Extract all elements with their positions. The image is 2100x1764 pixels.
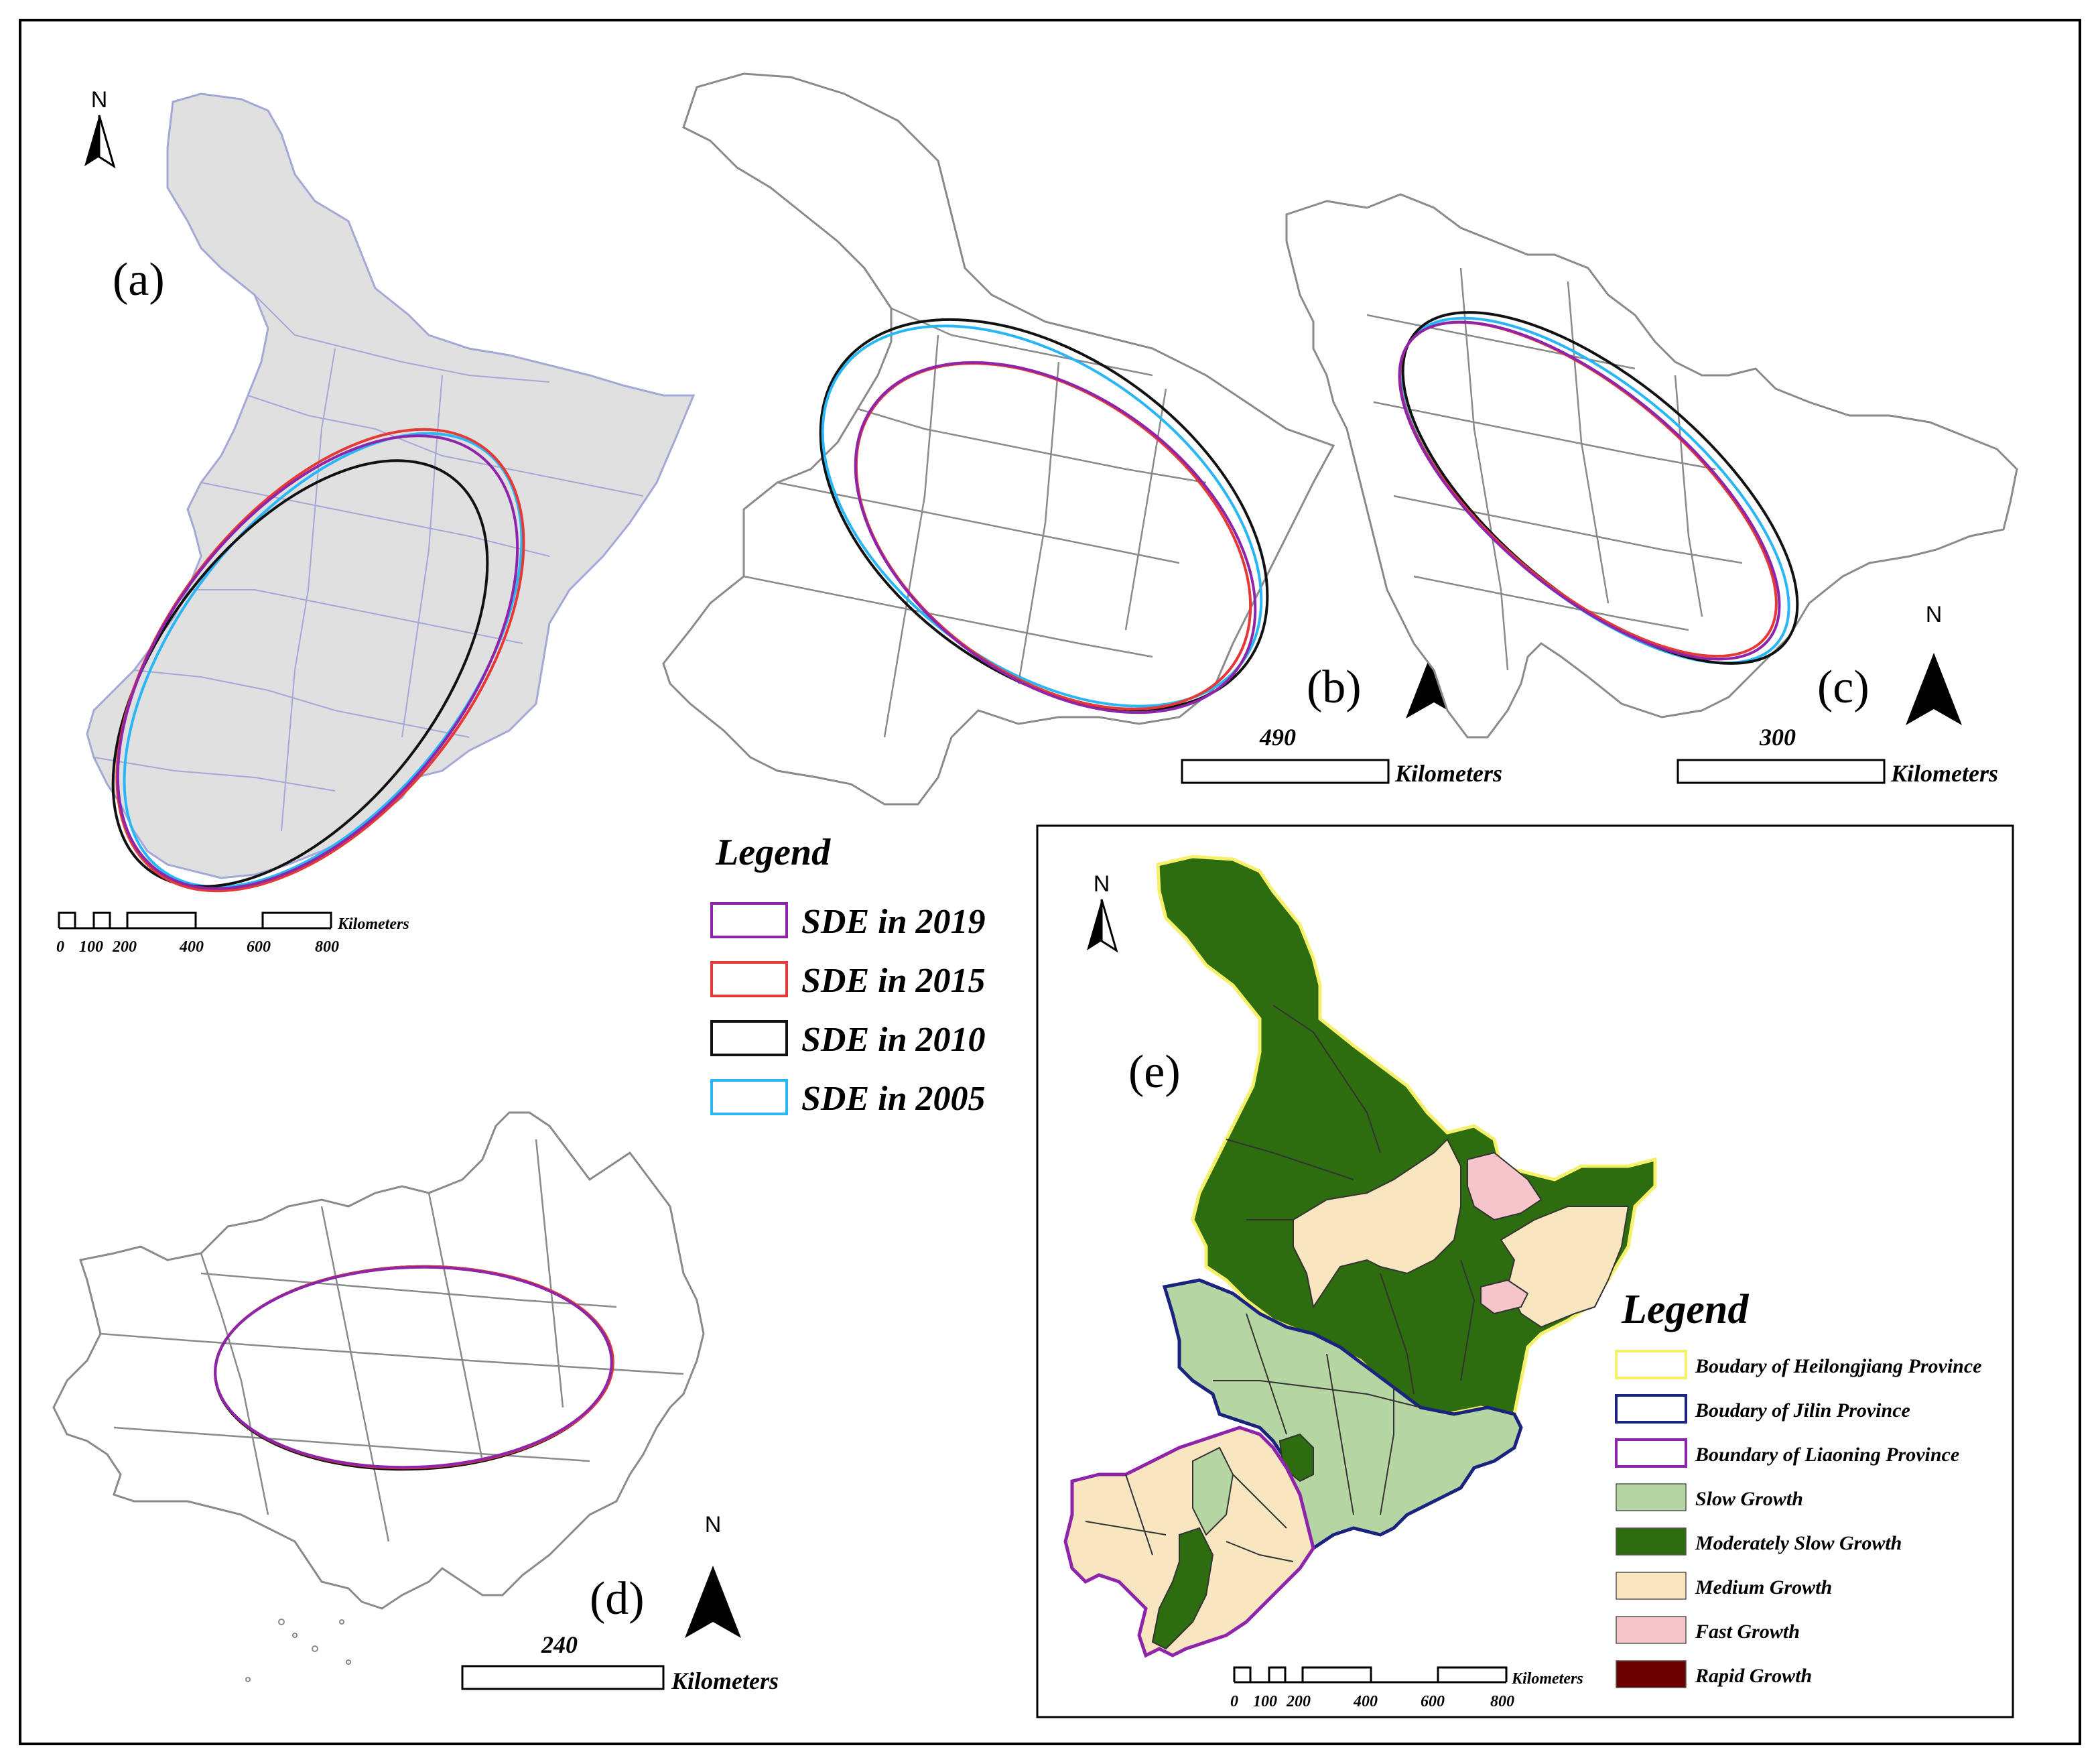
sde-legend-swatch-sde-in-2015 [710,961,788,997]
panel-e-tick-600: 600 [1421,1693,1445,1710]
panel-a-scale-bar: Kilometers 0 100 200 400 600 800 [56,911,409,956]
growth-legend-swatch-slow-growth [1616,1483,1687,1511]
panel-e-hlj-fast-area-2 [1480,1279,1529,1315]
growth-legend-swatch-rapid-growth [1616,1660,1687,1688]
panel-a-tick-100: 100 [79,938,103,956]
panel-c-scale-unit: Kilometers [1890,760,1998,787]
panel-e-tick-0: 0 [1230,1693,1238,1710]
panel-d-region-map [52,1111,705,1610]
panel-e: (e) N Legend Boudary of Heilongjiang Pro… [1036,824,2014,1718]
panel-a-sde-ellipses [111,428,525,893]
panel-e-scale-bar: Kilometers 0 100 200 400 600 800 [1230,1666,1583,1710]
figure-frame [19,19,2081,1745]
sde-legend-label-sde-in-2005: SDE in 2005 [801,1080,986,1118]
sde-legend-swatch-sde-in-2010 [710,1020,788,1056]
panel-a-north-label: N [91,87,108,113]
panel-a-north-arrow: N [83,87,115,168]
sde-legend-label-sde-in-2010: SDE in 2010 [801,1021,986,1059]
panel-d-label: (d) [590,1573,645,1625]
panel-a-scale-unit: Kilometers [337,916,409,933]
growth-legend-swatch-medium-growth [1616,1572,1687,1600]
panel-c: (c) N 300 Kilometers [1285,193,2018,787]
growth-legend-swatch-boudary-of-heilongjiang-province [1615,1350,1687,1379]
panel-d: (d) N 240 Kilometers [52,1111,779,1694]
growth-legend-title: Legend [1621,1287,1749,1332]
panel-d-scale-unit: Kilometers [671,1667,779,1694]
panel-e-hlj-internal-borders [1226,1005,1475,1395]
panel-b: (b) N 490 Kilometers [662,72,1502,806]
growth-legend-label-slow-growth: Slow Growth [1695,1488,1803,1510]
panel-a-region-map [86,92,696,879]
panel-d-scale-value: 240 [541,1631,578,1658]
panel-b-region-map [662,72,1335,806]
panel-e-liaoning-internal-borders [1085,1474,1294,1562]
panel-e-scale-unit: Kilometers [1511,1670,1583,1688]
panel-c-scale-value: 300 [1759,724,1796,751]
panel-e-liaoning-slow-area [1192,1446,1234,1536]
panel-b-scale-bar: 490 Kilometers [1181,724,1502,787]
panel-e-tick-400: 400 [1353,1693,1378,1710]
growth-legend-label-moderately-slow-growth: Moderately Slow Growth [1695,1532,1902,1554]
panel-b-internal-borders [743,307,1207,738]
growth-legend-label-medium-growth: Medium Growth [1695,1576,1832,1598]
panel-a-internal-borders [93,294,644,832]
growth-legend-label-fast-growth: Fast Growth [1695,1621,1800,1643]
panel-e-hlj-medium-area-1 [1293,1138,1461,1309]
panel-e-tick-200: 200 [1286,1693,1311,1710]
growth-legend-swatch-boundary-of-liaoning-province [1615,1438,1687,1468]
sde-legend-swatch-sde-in-2005 [710,1079,788,1115]
sde-legend-label-sde-in-2015: SDE in 2015 [801,962,986,1000]
panel-a-tick-400: 400 [179,938,204,956]
growth-legend-label-boudary-of-heilongjiang-province: Boudary of Heilongjiang Province [1695,1355,1982,1377]
panel-d-islands [245,1619,351,1682]
growth-legend-label-rapid-growth: Rapid Growth [1695,1665,1812,1687]
sde-legend-label-sde-in-2019: SDE in 2019 [801,903,986,941]
panel-a: (a) N Kilometers 0 100 200 400 600 800 [56,87,696,956]
panel-c-north-label: N [1926,602,1943,627]
panel-b-sde-ellipses [819,318,1269,714]
panel-b-scale-value: 490 [1259,724,1296,751]
panel-c-internal-borders [1366,267,1743,671]
panel-e-tick-100: 100 [1253,1693,1277,1710]
panel-d-internal-borders [100,1139,684,1542]
panel-a-label: (a) [113,254,165,306]
panel-e-tick-800: 800 [1490,1693,1514,1710]
panel-a-tick-200: 200 [112,938,137,956]
panel-e-label: (e) [1128,1046,1181,1098]
growth-legend: Boudary of Heilongjiang Province Boudary … [1615,1350,1982,1688]
panel-d-scale-bar: 240 Kilometers [461,1631,779,1694]
panel-e-north-arrow: N [1086,871,1118,952]
panel-c-label: (c) [1817,662,1869,713]
panel-a-tick-600: 600 [247,938,271,956]
growth-legend-swatch-moderately-slow-growth [1616,1527,1687,1556]
panel-b-scale-unit: Kilometers [1394,760,1502,787]
panel-b-label: (b) [1307,662,1362,713]
sde-legend-swatch-sde-in-2019 [710,902,788,938]
panel-a-tick-800: 800 [315,938,339,956]
growth-legend-swatch-fast-growth [1616,1616,1687,1644]
panel-a-tick-0: 0 [56,938,64,956]
growth-legend-swatch-boudary-of-jilin-province [1615,1394,1687,1424]
growth-legend-label-boudary-of-jilin-province: Boudary of Jilin Province [1695,1399,1910,1422]
panel-c-scale-bar: 300 Kilometers [1677,724,1998,787]
panel-e-north-label: N [1094,871,1110,897]
panel-e-jilin-region [1162,1278,1523,1551]
panel-e-jilin-internal-borders [1213,1313,1421,1515]
panel-d-sde-ellipses [214,1265,614,1471]
sde-legend: Legend SDE in 2019 SDE in 2015 SDE in 2010… [710,832,986,1118]
panel-d-north-arrow: N [685,1512,741,1638]
panel-c-north-arrow: N [1906,602,1962,725]
growth-legend-label-boundary-of-liaoning-province: Boundary of Liaoning Province [1695,1444,1959,1466]
sde-legend-title: Legend [715,832,831,873]
panel-d-north-label: N [705,1512,722,1537]
panel-c-region-map [1285,193,2018,739]
panel-e-hlj-fast-area-1 [1467,1151,1543,1221]
panel-c-sde-ellipses [1398,311,1799,665]
panel-e-liaoning-moderate-area [1151,1527,1214,1650]
